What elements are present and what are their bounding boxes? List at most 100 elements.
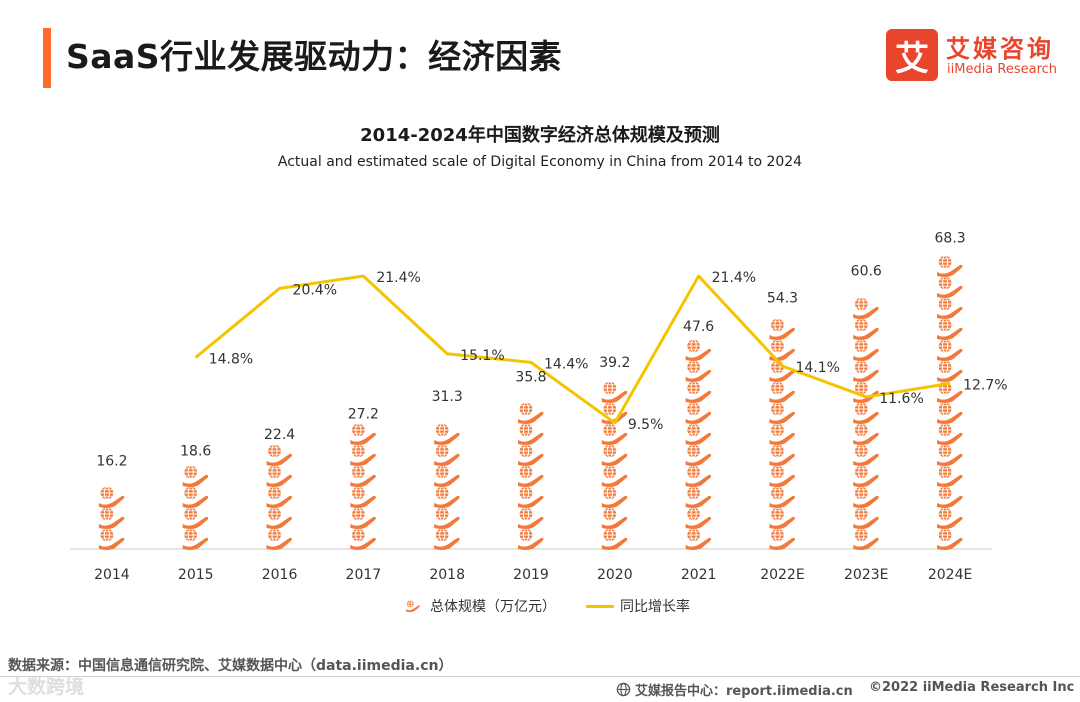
hand-globe-icon [768,444,796,467]
growth-value-label: 12.7% [963,377,1007,393]
bar-value-label: 22.4 [264,427,295,443]
hand-globe-icon [98,528,125,551]
hand-globe-icon [685,444,712,467]
bar-value-label: 18.6 [180,443,211,459]
bar-value-label: 54.3 [767,290,798,306]
hand-globe-icon [266,444,293,467]
hand-globe-icon [349,528,377,551]
hand-globe-icon [433,507,461,530]
chart-subtitle: Actual and estimated scale of Digital Ec… [277,154,803,170]
legend-item-scale: 总体规模（万亿元） [402,596,556,616]
footer-divider [0,676,1080,677]
hand-globe-icon [349,486,377,509]
title-accent-bar [43,28,51,88]
growth-value-label: 14.8% [209,351,253,367]
hand-globe-icon [936,360,964,383]
hand-globe-icon [685,423,712,446]
x-tick-label: 2014 [94,567,130,583]
hand-globe-icon [685,528,712,551]
hand-globe-icon [936,465,964,488]
logo-mark: 艾 [886,29,938,81]
hand-globe-icon [266,486,293,509]
hand-globe-icon [182,486,209,509]
x-tick-label: 2019 [513,567,549,583]
x-tick-label: 2021 [681,567,717,583]
hand-globe-icon [601,528,628,551]
bar-2021 [685,339,712,551]
x-tick-label: 2022E [760,567,804,583]
hand-globe-icon [98,507,125,530]
hand-globe-icon [852,486,880,509]
x-tick-label: 2015 [178,567,214,583]
hand-globe-icon [433,528,461,551]
growth-value-label: 15.1% [460,348,504,364]
watermark: 大数跨境 [8,676,85,698]
data-source: 数据来源：中国信息通信研究院、艾媒数据中心（data.iimedia.cn） [8,658,453,674]
hand-globe-icon [768,465,796,488]
globe-icon [616,682,631,697]
page-title: SaaS行业发展驱动力：经济因素 [66,37,563,76]
bar-2019 [517,402,544,551]
hand-globe-icon [601,465,628,488]
logo-name-cn: 艾媒咨询 [946,35,1054,63]
growth-value-label: 14.4% [544,356,588,372]
hand-globe-icon [685,486,712,509]
hand-globe-icon [768,507,796,530]
logo-name-en: iiMedia Research [947,62,1058,77]
hand-globe-icon [936,255,964,278]
hand-globe-icon [936,297,964,320]
hand-globe-icon [936,276,964,299]
bar-2017 [349,423,377,551]
bar-2016 [266,444,293,551]
bar-2024E [936,255,964,551]
hand-globe-icon [768,486,796,509]
hand-globe-icon [517,402,544,425]
growth-value-label: 11.6% [879,391,923,407]
hand-globe-icon [517,507,544,530]
chart-title: 2014-2024年中国数字经济总体规模及预测 [360,125,720,146]
hand-globe-icon [601,381,628,404]
bar-value-label: 47.6 [683,319,714,335]
bar-2018 [433,423,461,551]
hand-globe-icon [685,465,712,488]
legend-label-scale: 总体规模（万亿元） [430,599,556,615]
hand-globe-icon [349,444,377,467]
hand-globe-icon [182,528,209,551]
hand-globe-icon [266,528,293,551]
legend-label-growth: 同比增长率 [620,599,690,615]
hand-globe-icon [433,486,461,509]
growth-value-label: 14.1% [795,360,839,376]
hand-globe-icon [852,360,880,383]
bar-value-label: 27.2 [348,406,379,422]
x-tick-label: 2016 [262,567,298,583]
hand-globe-icon [852,318,880,341]
hand-globe-icon [182,507,209,530]
hand-globe-icon [349,423,377,446]
hand-globe-icon [685,339,712,362]
hand-globe-icon [685,381,712,404]
footer-copyright: ©2022 iiMedia Research Inc [869,680,1075,695]
hand-globe-icon [517,465,544,488]
hand-globe-icon [433,423,461,446]
hand-globe-icon [405,600,421,612]
bar-value-label: 60.6 [851,263,882,279]
hand-globe-icon [936,339,964,362]
x-tick-label: 2023E [844,567,888,583]
hand-globe-icon [685,507,712,530]
hand-globe-icon [852,402,880,425]
hand-globe-icon [433,465,461,488]
hand-globe-icon [601,507,628,530]
hand-globe-icon [517,444,544,467]
hand-globe-icon [517,528,544,551]
hand-globe-icon [852,465,880,488]
bar-2023E [852,297,880,551]
hand-globe-icon [601,423,628,446]
hand-globe-icon [768,402,796,425]
bar-2015 [182,465,209,551]
bar-value-label: 68.3 [935,230,966,246]
x-tick-label: 2020 [597,567,633,583]
bar-2022E [768,318,796,551]
hand-globe-icon [768,381,796,404]
bar-2014 [98,486,125,551]
